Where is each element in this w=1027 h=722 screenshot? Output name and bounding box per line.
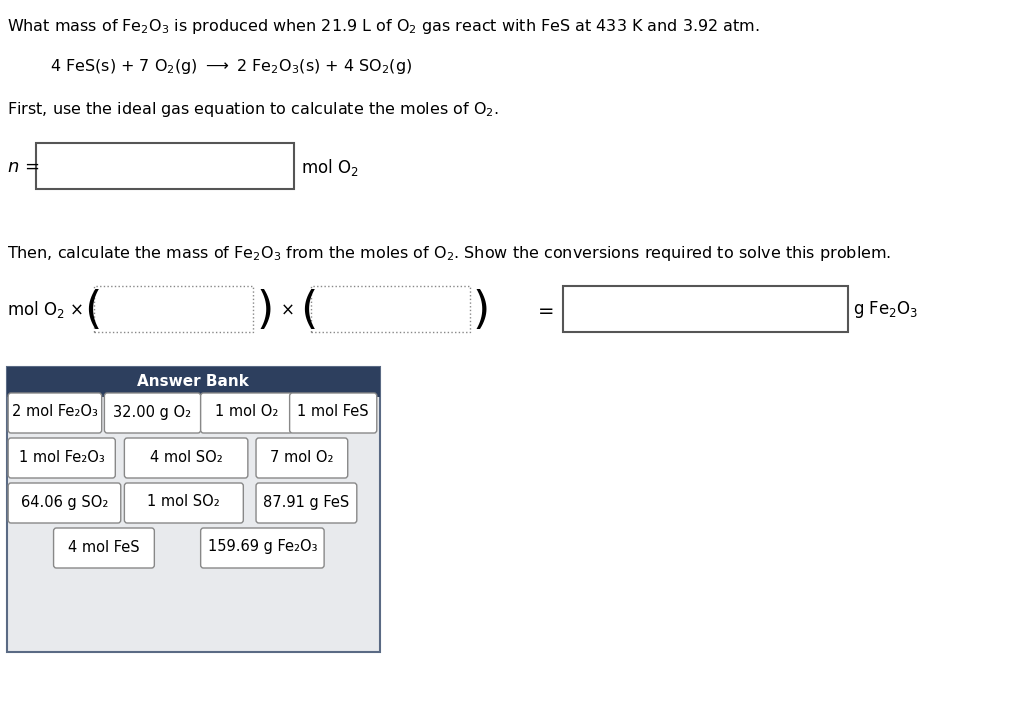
- Text: 4 mol FeS: 4 mol FeS: [68, 539, 140, 554]
- Text: $($: $($: [83, 288, 100, 332]
- FancyBboxPatch shape: [310, 286, 470, 332]
- Text: $)$: $)$: [472, 288, 488, 332]
- Text: 4 FeS(s) + 7 O$_2$(g) $\longrightarrow$ 2 Fe$_2$O$_3$(s) + 4 SO$_2$(g): 4 FeS(s) + 7 O$_2$(g) $\longrightarrow$ …: [50, 57, 412, 76]
- FancyBboxPatch shape: [124, 483, 243, 523]
- FancyBboxPatch shape: [290, 393, 377, 433]
- Text: First, use the ideal gas equation to calculate the moles of O$_2$.: First, use the ideal gas equation to cal…: [7, 100, 499, 119]
- FancyBboxPatch shape: [8, 393, 102, 433]
- FancyBboxPatch shape: [7, 367, 380, 652]
- Text: 7 mol O₂: 7 mol O₂: [270, 450, 334, 464]
- Text: 1 mol SO₂: 1 mol SO₂: [148, 495, 220, 510]
- Text: g Fe$_2$O$_3$: g Fe$_2$O$_3$: [853, 300, 919, 321]
- Text: mol O$_2$ $\times$: mol O$_2$ $\times$: [7, 300, 83, 321]
- Text: What mass of Fe$_2$O$_3$ is produced when 21.9 L of O$_2$ gas react with FeS at : What mass of Fe$_2$O$_3$ is produced whe…: [7, 17, 760, 36]
- FancyBboxPatch shape: [563, 286, 848, 332]
- FancyBboxPatch shape: [53, 528, 154, 568]
- Text: 64.06 g SO₂: 64.06 g SO₂: [21, 495, 108, 510]
- Text: 1 mol FeS: 1 mol FeS: [298, 404, 369, 419]
- Text: 32.00 g O₂: 32.00 g O₂: [113, 404, 192, 419]
- Text: 87.91 g FeS: 87.91 g FeS: [263, 495, 349, 510]
- Text: 159.69 g Fe₂O₃: 159.69 g Fe₂O₃: [207, 539, 317, 554]
- Text: 2 mol Fe₂O₃: 2 mol Fe₂O₃: [12, 404, 98, 419]
- FancyBboxPatch shape: [36, 143, 294, 189]
- Text: $\times$: $\times$: [279, 301, 294, 319]
- Text: $($: $($: [300, 288, 315, 332]
- FancyBboxPatch shape: [256, 438, 348, 478]
- Text: $=$: $=$: [534, 300, 554, 320]
- FancyBboxPatch shape: [200, 528, 325, 568]
- Text: $n$ =: $n$ =: [7, 158, 40, 176]
- FancyBboxPatch shape: [200, 393, 293, 433]
- Text: 4 mol SO₂: 4 mol SO₂: [150, 450, 223, 464]
- FancyBboxPatch shape: [7, 367, 380, 397]
- FancyBboxPatch shape: [93, 286, 254, 332]
- Text: mol O$_2$: mol O$_2$: [301, 157, 359, 178]
- FancyBboxPatch shape: [256, 483, 356, 523]
- Text: Answer Bank: Answer Bank: [138, 375, 250, 389]
- FancyBboxPatch shape: [124, 438, 248, 478]
- Text: 1 mol Fe₂O₃: 1 mol Fe₂O₃: [18, 450, 105, 464]
- Text: 1 mol O₂: 1 mol O₂: [215, 404, 278, 419]
- FancyBboxPatch shape: [105, 393, 200, 433]
- Text: $)$: $)$: [256, 288, 271, 332]
- FancyBboxPatch shape: [8, 483, 121, 523]
- FancyBboxPatch shape: [8, 438, 115, 478]
- Text: Then, calculate the mass of Fe$_2$O$_3$ from the moles of O$_2$. Show the conver: Then, calculate the mass of Fe$_2$O$_3$ …: [7, 244, 891, 263]
